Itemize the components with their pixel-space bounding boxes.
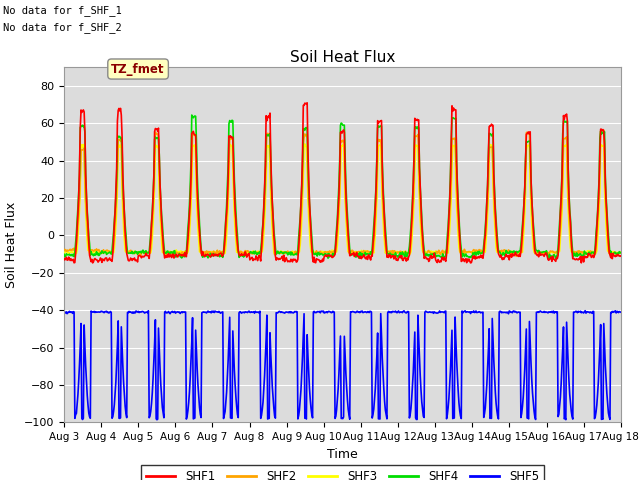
X-axis label: Time: Time: [327, 448, 358, 461]
Text: TZ_fmet: TZ_fmet: [111, 62, 165, 75]
Text: No data for f_SHF_2: No data for f_SHF_2: [3, 22, 122, 33]
Legend: SHF1, SHF2, SHF3, SHF4, SHF5: SHF1, SHF2, SHF3, SHF4, SHF5: [141, 465, 543, 480]
Text: No data for f_SHF_1: No data for f_SHF_1: [3, 5, 122, 16]
Y-axis label: Soil Heat Flux: Soil Heat Flux: [5, 202, 19, 288]
Title: Soil Heat Flux: Soil Heat Flux: [290, 49, 395, 65]
